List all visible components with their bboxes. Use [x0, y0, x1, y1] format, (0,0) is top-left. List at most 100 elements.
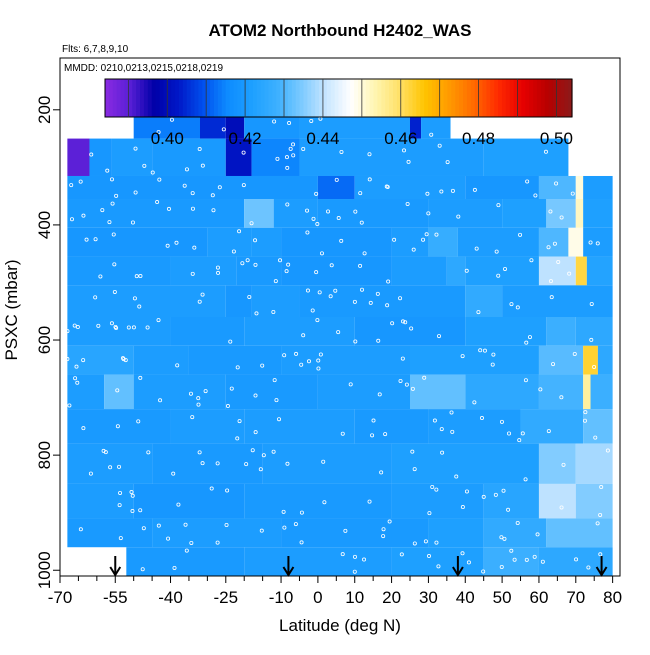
sample-marker [605, 448, 610, 453]
sample-marker [432, 418, 437, 423]
x-tick-label: 50 [493, 588, 512, 607]
sample-marker [535, 532, 540, 537]
sample-marker [275, 156, 280, 161]
sample-marker [197, 450, 202, 455]
sample-marker [260, 363, 265, 368]
sample-marker [105, 168, 110, 173]
colorbar-swatch [338, 79, 343, 117]
sample-marker [340, 552, 345, 557]
sample-marker [367, 499, 372, 504]
heatmap-cell [597, 345, 613, 375]
sample-marker [171, 471, 176, 476]
colorbar-swatch [533, 79, 538, 117]
sample-marker [574, 557, 579, 562]
sample-marker [200, 292, 205, 297]
colorbar-swatch [206, 79, 211, 117]
sample-marker [282, 525, 287, 530]
sample-marker [72, 323, 77, 328]
sample-marker [490, 362, 495, 367]
sample-marker [524, 557, 529, 562]
colorbar-swatch [544, 79, 550, 117]
sample-marker [398, 378, 403, 383]
colorbar-swatch [136, 79, 141, 117]
heatmap-cell [67, 317, 171, 346]
x-tick-label: 20 [382, 588, 401, 607]
flights-subtitle: Flts: 6,7,8,9,10 [62, 44, 129, 55]
sample-marker [278, 258, 283, 263]
sample-marker [107, 220, 112, 225]
colorbar-swatch [517, 79, 523, 117]
sample-marker [98, 274, 103, 279]
heatmap-cell [273, 199, 318, 228]
sample-marker [73, 376, 78, 381]
sample-marker [317, 290, 322, 295]
colorbar-swatch [190, 79, 196, 117]
sample-marker [598, 512, 603, 517]
sample-marker [253, 393, 258, 398]
sample-marker [112, 289, 117, 294]
colorbar-swatch [548, 79, 554, 117]
heatmap-cell [244, 317, 355, 346]
sample-marker [348, 382, 353, 387]
sample-marker [254, 311, 259, 316]
sample-marker [89, 152, 94, 157]
colorbar-swatch [346, 79, 351, 117]
heatmap-cell [170, 256, 237, 286]
sample-marker [249, 221, 254, 226]
sample-marker [81, 358, 86, 363]
sample-marker [595, 521, 600, 526]
heatmap-cell [568, 227, 584, 257]
colorbar-swatch [404, 79, 410, 117]
colorbar-swatch [412, 79, 417, 117]
colorbar-swatch [540, 79, 546, 117]
sample-marker [284, 269, 289, 274]
colorbar-swatch [494, 79, 499, 117]
sample-marker [506, 507, 511, 512]
sample-marker [111, 232, 116, 237]
colorbar-swatch [334, 79, 340, 117]
heatmap-cell [281, 518, 429, 548]
x-tick-label: 30 [419, 588, 438, 607]
colorbar-swatch [124, 79, 129, 117]
sample-marker [261, 453, 266, 458]
heatmap-cell [583, 409, 613, 444]
sample-marker [309, 118, 314, 123]
sample-marker [472, 187, 477, 192]
colorbar-swatch [112, 79, 118, 117]
colorbar-swatch [186, 79, 192, 117]
heatmap-cell [538, 374, 584, 410]
sample-marker [287, 121, 292, 126]
colorbar-swatch [486, 79, 491, 117]
sample-marker [228, 339, 233, 344]
sample-marker [75, 380, 80, 385]
sample-marker [184, 167, 189, 172]
colorbar-swatch [272, 79, 277, 117]
colorbar-swatch [194, 79, 199, 117]
sample-marker [358, 263, 363, 268]
colorbar-swatch [260, 79, 266, 117]
sample-marker [512, 557, 517, 562]
sample-marker [352, 299, 357, 304]
sample-marker [371, 418, 376, 423]
colorbar-swatch [536, 79, 542, 117]
sample-marker [126, 325, 131, 330]
sample-marker [166, 206, 171, 211]
heatmap-cell [428, 227, 458, 257]
sample-marker [592, 364, 597, 369]
colorbar-swatch [513, 79, 519, 117]
heatmap-cell [575, 443, 613, 484]
heatmap-cell [583, 199, 613, 228]
sample-marker [78, 179, 83, 184]
sample-marker [496, 273, 501, 278]
heatmap-cell [244, 199, 274, 228]
sample-marker [235, 365, 240, 370]
sample-marker [88, 471, 93, 476]
sample-marker [271, 310, 276, 315]
colorbar-swatch [264, 79, 270, 117]
sample-marker [450, 188, 455, 193]
sample-marker [273, 279, 278, 284]
x-axis-label: Latitude (deg N) [279, 616, 401, 635]
sample-marker [427, 511, 432, 516]
